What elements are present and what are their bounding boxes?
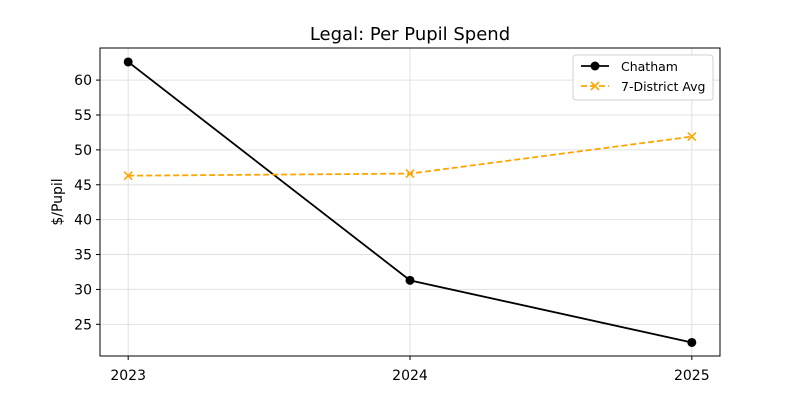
chart-title: Legal: Per Pupil Spend	[310, 24, 510, 45]
series-chatham	[123, 57, 697, 347]
plot-frame	[99, 47, 721, 357]
y-tick-label: 50	[74, 143, 92, 159]
legend-label: 7-District Avg	[621, 79, 706, 94]
y-tick-label: 25	[74, 317, 92, 333]
data-point	[687, 337, 697, 347]
y-tick-label: 60	[74, 73, 92, 89]
series-group	[123, 57, 697, 347]
series-district-avg	[123, 132, 697, 181]
x-tick-label: 2024	[392, 368, 428, 384]
axis-ticks: 25 30 35 40 45 50 55 60 2023 2024 2025	[74, 73, 709, 384]
data-point	[405, 169, 415, 179]
data-point	[123, 171, 133, 181]
x-tick-label: 2025	[674, 368, 710, 384]
data-point	[123, 57, 133, 67]
y-tick-label: 45	[74, 178, 92, 194]
y-tick-label: 35	[74, 248, 92, 264]
y-tick-label: 40	[74, 213, 92, 229]
data-point	[405, 275, 415, 285]
legend: Chatham 7-District Avg	[572, 54, 714, 101]
x-tick-label: 2023	[110, 368, 146, 384]
legend-marker	[590, 81, 600, 91]
y-tick-label: 30	[74, 282, 92, 298]
legend-label: Chatham	[621, 59, 678, 74]
y-axis-label: $/Pupil	[50, 178, 66, 225]
legend-marker	[590, 61, 600, 71]
y-tick-label: 55	[74, 108, 92, 124]
data-point	[687, 132, 697, 142]
